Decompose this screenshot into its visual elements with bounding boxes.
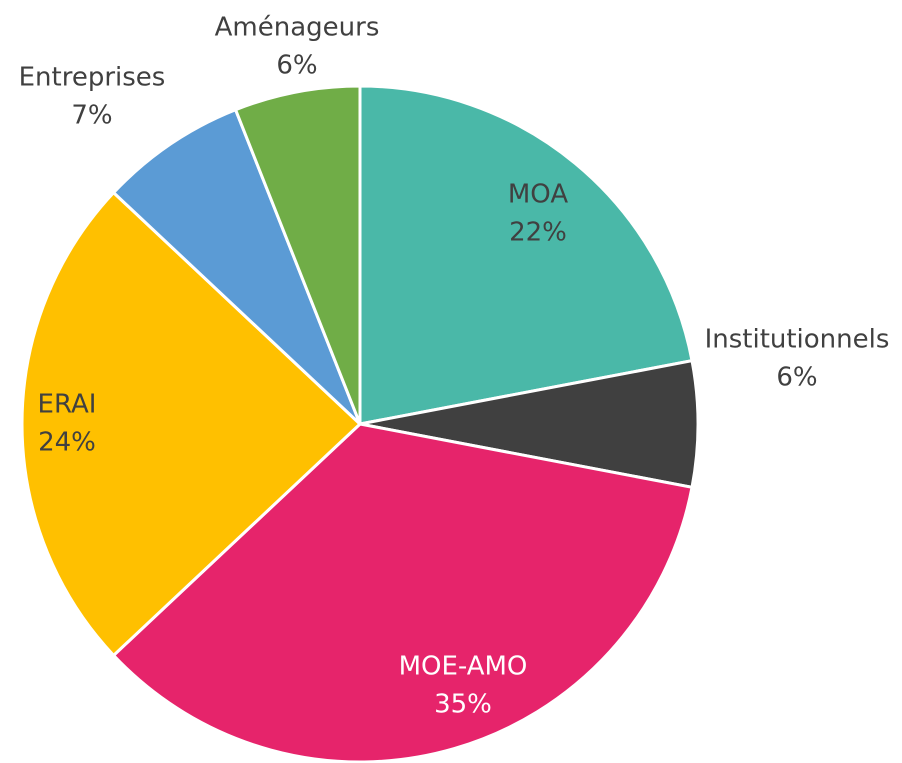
slice-value: 6% (776, 363, 817, 393)
slice-label: ERAI (38, 390, 97, 420)
slice-value: 7% (71, 101, 112, 131)
pie-slice (111, 107, 362, 426)
slice-value: 22% (509, 218, 567, 248)
slice-label: Aménageurs (215, 13, 380, 43)
slice-label: Institutionnels (705, 325, 890, 355)
slice-value: 24% (38, 428, 96, 458)
pie-slice (233, 84, 362, 425)
slice-value: 35% (434, 690, 492, 720)
slice-label: Entreprises (19, 63, 166, 93)
slice-value: 6% (276, 51, 317, 81)
pie-slice (20, 190, 363, 658)
pie-slice (111, 422, 694, 763)
pie-slice (359, 358, 700, 490)
slice-label: MOA (508, 180, 568, 210)
slice-label: MOE-AMO (399, 652, 528, 682)
pie-slice (358, 84, 694, 426)
